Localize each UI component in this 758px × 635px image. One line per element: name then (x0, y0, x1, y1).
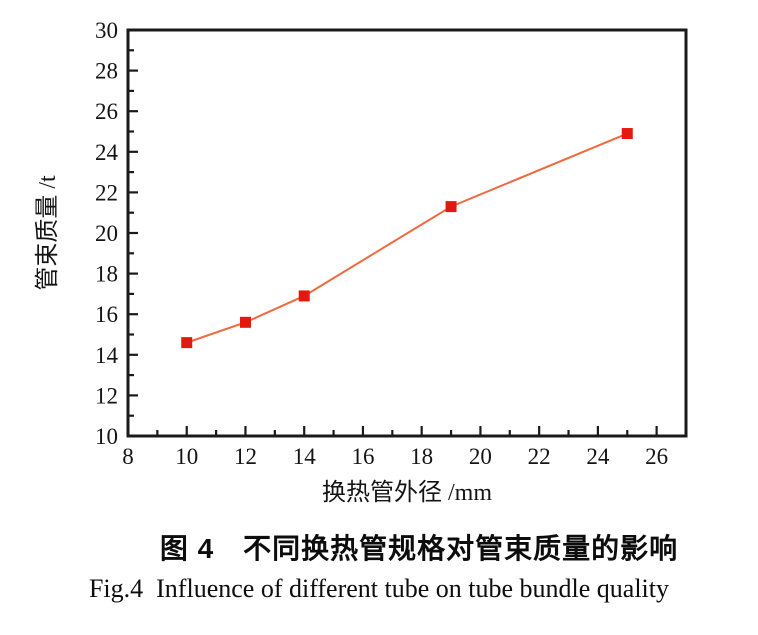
data-point-marker (298, 290, 310, 302)
y-tick-label: 12 (95, 383, 118, 408)
data-point-marker (445, 201, 457, 213)
x-tick-label: 18 (410, 444, 433, 469)
y-tick-label: 20 (95, 221, 118, 246)
y-tick-label: 18 (95, 262, 118, 287)
x-tick-label: 10 (175, 444, 198, 469)
figure-caption-zh: 图 4 不同换热管规格对管束质量的影响 (159, 533, 679, 564)
x-tick-label: 8 (122, 444, 134, 469)
data-point-marker (239, 316, 251, 328)
figure-caption-en: Fig.4 Influence of different tube on tub… (88, 574, 670, 603)
y-axis-label: 管束质量 /t (34, 175, 61, 291)
data-point-marker (181, 337, 193, 349)
y-tick-label: 30 (95, 18, 118, 43)
x-tick-label: 26 (645, 444, 668, 469)
y-tick-label: 28 (95, 59, 118, 84)
x-tick-label: 20 (469, 444, 492, 469)
x-tick-label: 16 (351, 444, 374, 469)
x-axis-label: 换热管外径 /mm (322, 479, 492, 506)
chart-canvas: 8 10 12 14 16 18 20 22 24 26101214161820222426283… (34, 18, 688, 506)
y-tick-label: 16 (95, 302, 118, 327)
x-tick-label: 22 (528, 444, 551, 469)
x-tick-label: 24 (586, 444, 610, 469)
y-tick-label: 14 (95, 343, 119, 368)
y-tick-label: 26 (95, 99, 118, 124)
series-line (186, 132, 628, 344)
y-tick-label: 24 (95, 140, 119, 165)
y-tick-label: 10 (95, 424, 118, 449)
x-tick-label: 12 (234, 444, 257, 469)
data-point-marker (621, 128, 633, 140)
y-tick-label: 22 (95, 180, 118, 205)
x-tick-label: 14 (293, 444, 317, 469)
